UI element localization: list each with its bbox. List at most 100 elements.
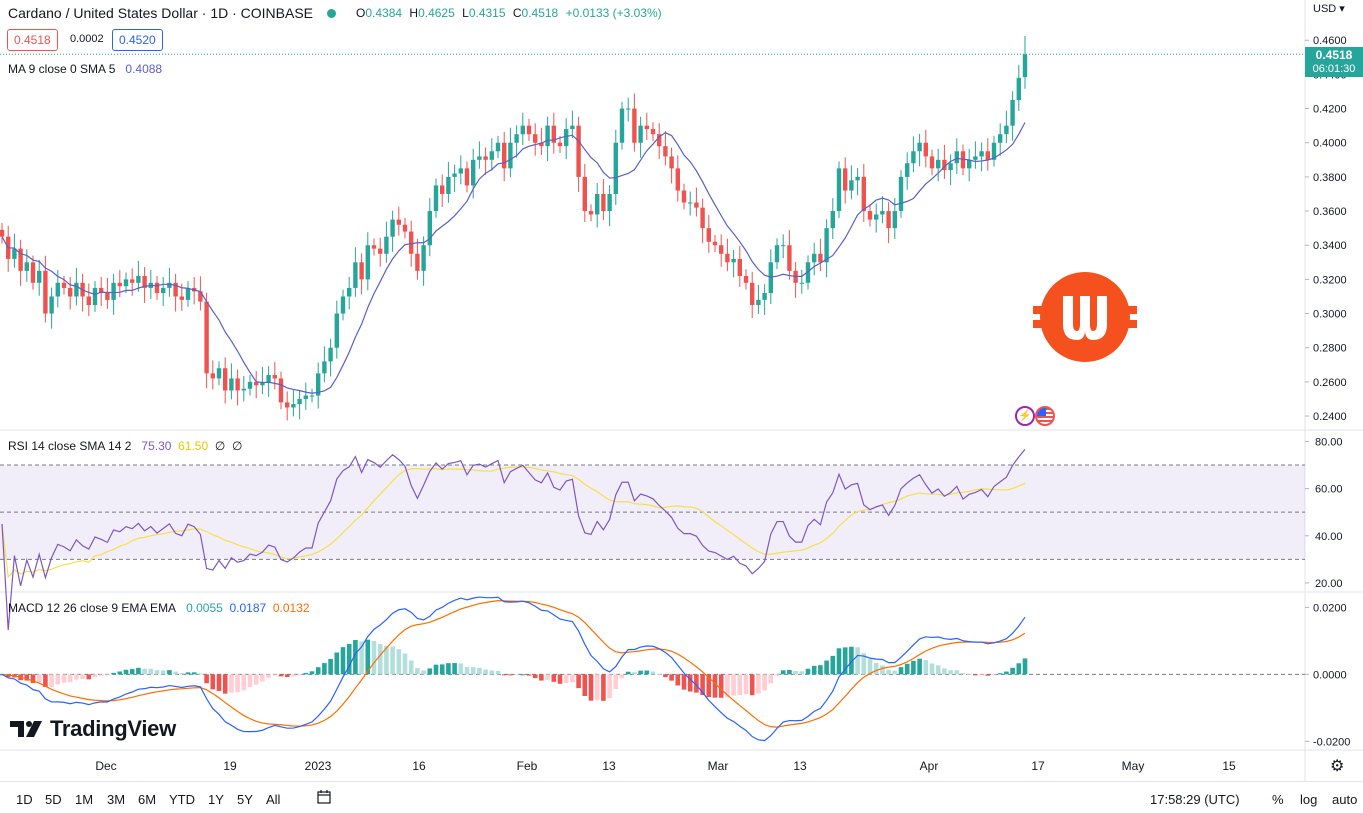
macd-histogram-bar (985, 674, 991, 676)
range-button-1m[interactable]: 1M (75, 792, 94, 807)
macd-histogram-bar (446, 663, 451, 675)
change-value: +0.0133 (+3.03%) (565, 6, 662, 20)
candle-body (303, 395, 308, 399)
range-button-6m[interactable]: 6M (138, 792, 157, 807)
sell-button[interactable]: 0.4518 (7, 29, 58, 51)
candle-body (452, 173, 457, 177)
range-button-3m[interactable]: 3M (107, 792, 126, 807)
candle-body (483, 156, 488, 160)
range-button-5d[interactable]: 5D (45, 792, 62, 807)
calendar-icon[interactable] (316, 789, 332, 808)
buy-button[interactable]: 0.4520 (112, 29, 163, 51)
candle-body (502, 142, 507, 169)
macd-histogram-bar (855, 647, 860, 675)
macd-histogram-bar (942, 668, 947, 675)
range-button-5y[interactable]: 5Y (237, 792, 253, 807)
bar-countdown: 06:01:30 (1312, 63, 1356, 75)
settings-gear-icon[interactable]: ⚙ (1330, 758, 1345, 775)
macd-histogram-bar (694, 674, 699, 693)
candle-body (774, 245, 780, 263)
tradingview-logo[interactable]: TradingView (10, 716, 176, 742)
price-tick-label: 0.2800 (1313, 343, 1347, 355)
macd-histogram-bar (489, 670, 495, 675)
candle-body (229, 378, 234, 391)
macd-histogram-bar (185, 672, 191, 675)
range-button-all[interactable]: All (266, 792, 281, 807)
candle-body (74, 282, 79, 297)
candle-body (347, 287, 352, 297)
market-open-indicator-icon (327, 8, 337, 18)
candle-body (359, 262, 364, 280)
macd-histogram-bar (309, 671, 315, 675)
log-toggle[interactable]: log (1300, 792, 1318, 807)
time-tick-label: 13 (793, 759, 807, 773)
candle-body (427, 211, 432, 246)
candle-body (117, 282, 122, 287)
candle-body (508, 142, 513, 169)
us-flag-icon[interactable] (1035, 406, 1055, 426)
macd-histogram-bar (780, 670, 786, 675)
macd-histogram-bar (167, 670, 172, 675)
rsi-legend[interactable]: RSI 14 close SMA 14 2 75.30 61.50 ∅ ∅ (8, 439, 243, 453)
macd-histogram-bar (811, 665, 817, 675)
candle-body (712, 241, 718, 246)
candle-body (743, 275, 749, 283)
chart-canvas[interactable]: 0.46000.44000.42000.40000.38000.36000.34… (0, 0, 1363, 781)
candle-body (613, 142, 618, 194)
auto-toggle[interactable]: auto (1332, 792, 1358, 807)
candle-body (669, 156, 674, 169)
candle-body (632, 108, 637, 143)
candle-body (1016, 77, 1021, 101)
candle-body (477, 156, 482, 160)
candle-body (396, 219, 401, 225)
macd-signal-value: 0.0132 (272, 601, 310, 615)
candle-body (830, 211, 835, 229)
price-tick-label: 0.3800 (1313, 172, 1347, 184)
range-button-1y[interactable]: 1Y (208, 792, 224, 807)
macd-histogram-bar (427, 668, 433, 675)
macd-histogram-bar (520, 674, 526, 676)
macd-histogram-bar (904, 663, 910, 675)
macd-histogram-bar (824, 660, 829, 675)
macd-histogram-bar (408, 660, 414, 675)
macd-histogram-bar (80, 674, 85, 680)
symbol-title[interactable]: Cardano / United States Dollar · 1D · CO… (8, 5, 314, 21)
price-tick-label: 0.4200 (1313, 104, 1347, 116)
candle-body (750, 282, 755, 306)
macd-histogram-bar (154, 670, 160, 675)
candle-body (867, 211, 873, 220)
macd-histogram-bar (873, 662, 879, 675)
macd-histogram-bar (452, 663, 457, 675)
percent-toggle[interactable]: % (1272, 792, 1284, 807)
macd-histogram-bar (966, 673, 972, 675)
candle-body (520, 125, 525, 135)
candle-body (911, 151, 916, 164)
price-tick-label: 0.2600 (1313, 377, 1347, 389)
macd-histogram-bar (594, 674, 600, 701)
ohlc-values: O0.4384 H0.4625 L0.4315 C0.4518 +0.0133 … (356, 6, 662, 20)
candle-body (260, 381, 265, 386)
clock-display[interactable]: 17:58:29 (UTC) (1150, 792, 1240, 807)
lightning-icon[interactable]: ⚡ (1015, 406, 1035, 426)
macd-histogram-bar (898, 667, 904, 675)
price-tick-label: 0.3200 (1313, 274, 1347, 286)
macd-signal-line (1, 600, 1026, 728)
range-button-1d[interactable]: 1D (16, 792, 33, 807)
macd-histogram-bar (948, 670, 953, 675)
currency-selector[interactable]: USD ▾ (1313, 3, 1345, 15)
candle-body (892, 211, 897, 229)
candle-body (334, 313, 339, 348)
candle-body (322, 361, 327, 374)
macd-histogram-bar (762, 674, 767, 691)
macd-histogram-bar (675, 674, 681, 686)
macd-histogram-bar (111, 672, 116, 675)
macd-histogram-bar (681, 674, 687, 690)
macd-legend[interactable]: MACD 12 26 close 9 EMA EMA 0.0055 0.0187… (8, 601, 310, 615)
macd-histogram-bar (632, 672, 637, 675)
candle-body (291, 404, 296, 408)
candle-body (68, 287, 73, 297)
ma-legend[interactable]: MA 9 close 0 SMA 5 0.4088 (8, 62, 163, 76)
range-button-ytd[interactable]: YTD (169, 792, 195, 807)
macd-histogram-bar (582, 674, 588, 696)
price-tick-label: 0.3400 (1313, 240, 1347, 252)
